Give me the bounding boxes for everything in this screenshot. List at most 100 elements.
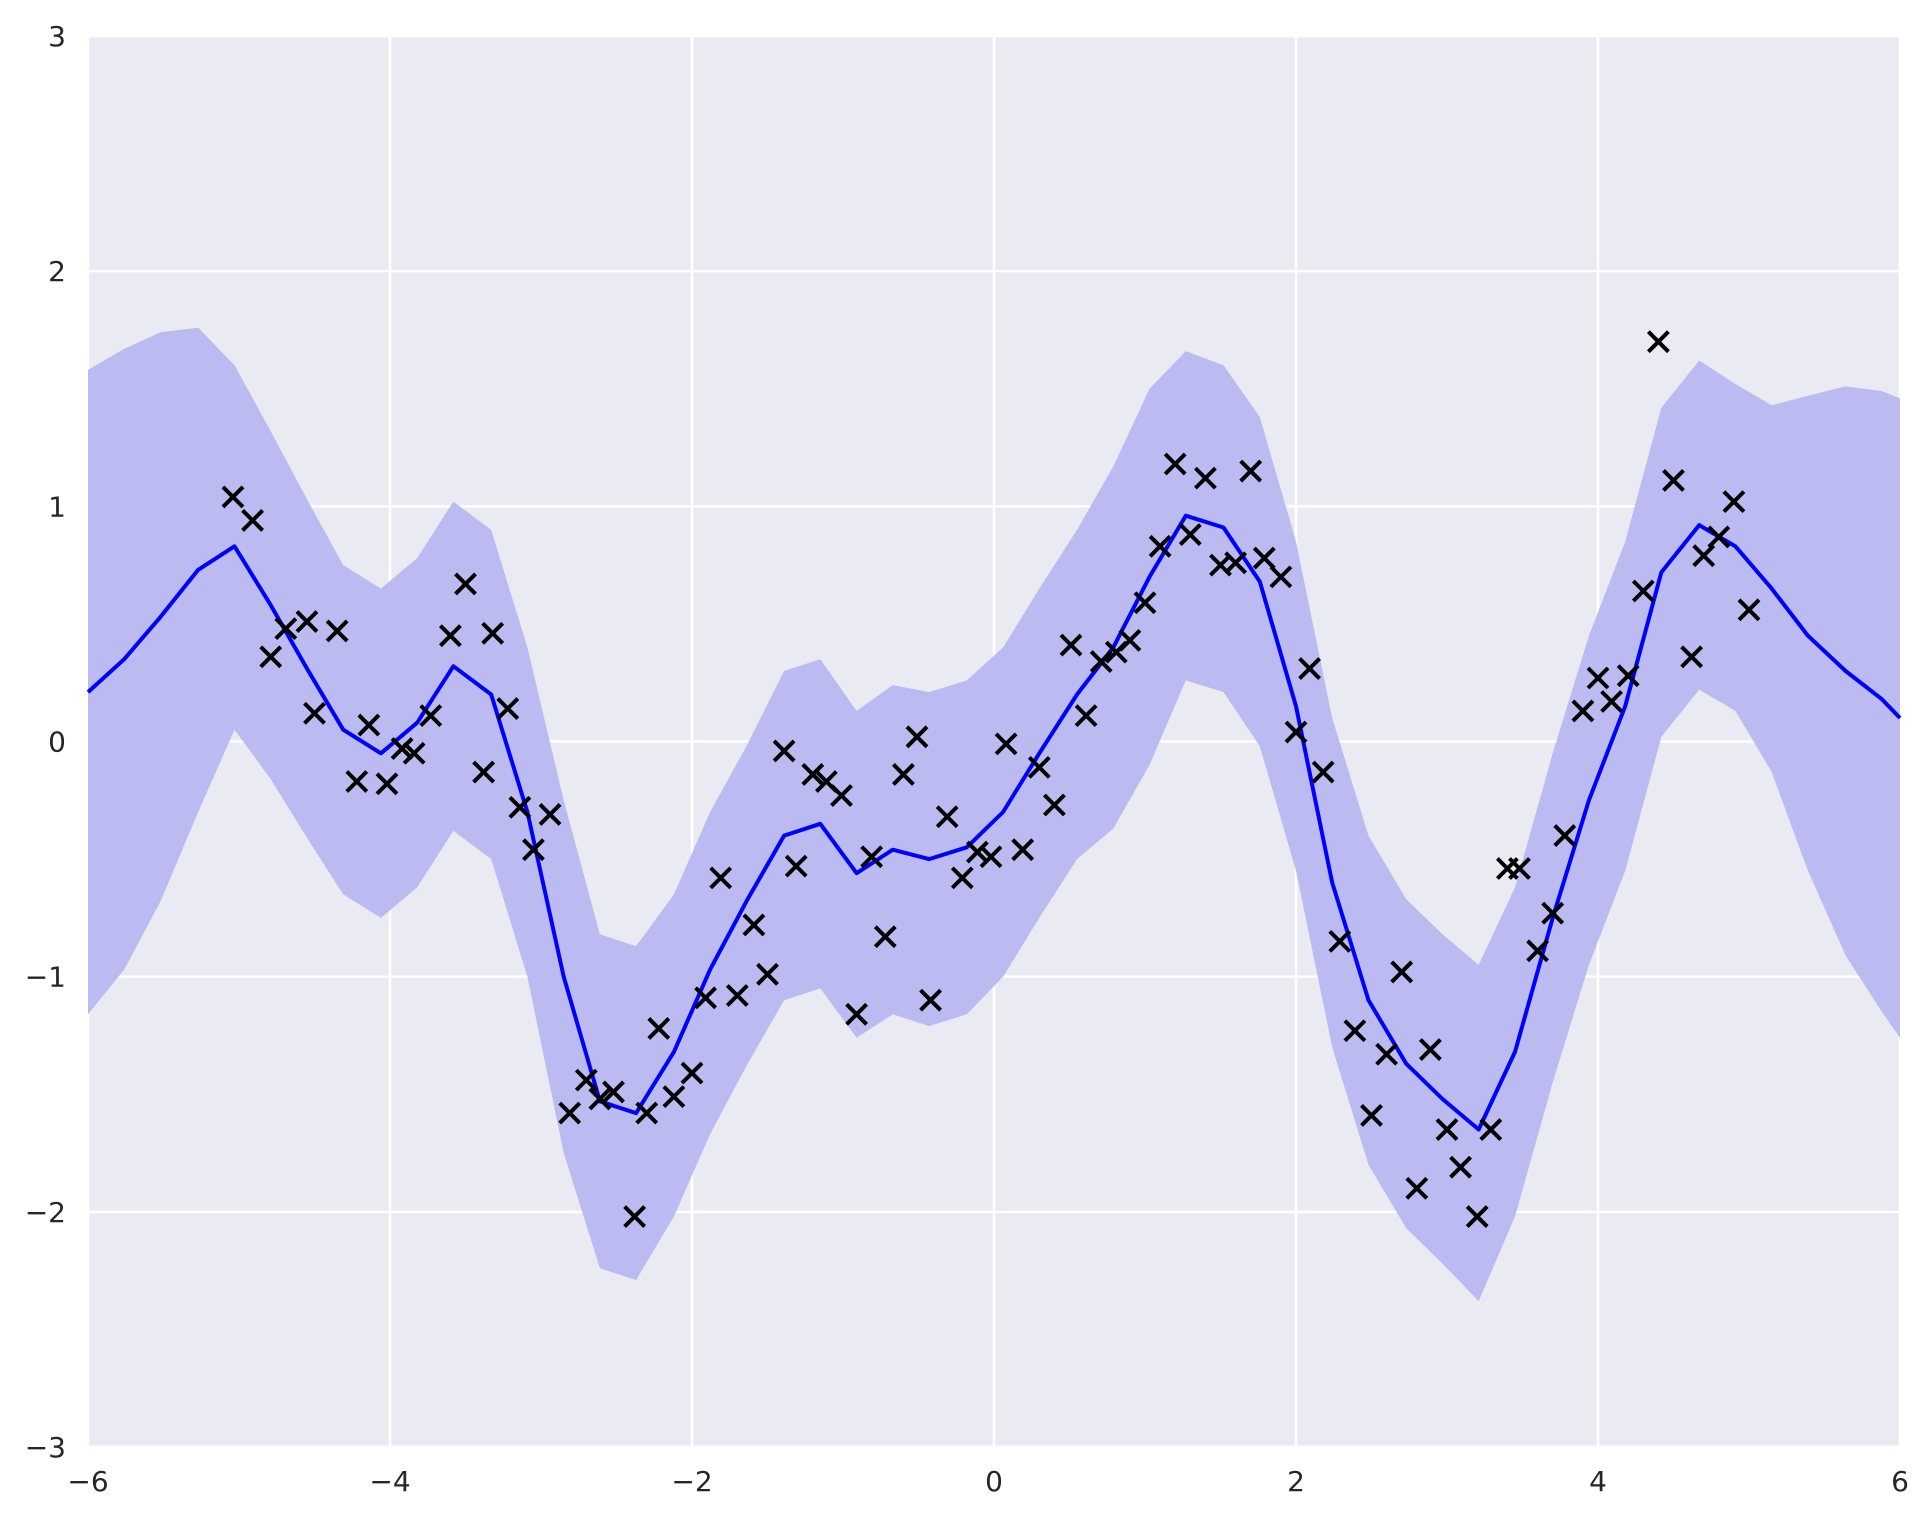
observation-marker (1646, 330, 1670, 354)
observation-marker (1571, 699, 1595, 723)
observation-marker (1089, 650, 1113, 673)
observation-marker (1465, 1205, 1489, 1228)
observation-marker (1027, 755, 1051, 779)
x-tick-label: −2 (671, 1465, 712, 1498)
observation-marker (454, 572, 477, 596)
observation-marker (709, 866, 733, 890)
y-tick-label: −3 (25, 1431, 66, 1464)
observation-marker (1631, 579, 1655, 603)
observation-marker (772, 739, 796, 763)
observation-marker (1328, 929, 1352, 953)
observation-marker (1193, 466, 1217, 490)
x-tick-label: 2 (1287, 1465, 1305, 1498)
observation-marker (635, 1101, 659, 1125)
observation-marker (1541, 901, 1565, 925)
observation-marker (274, 617, 298, 641)
observation-marker (905, 725, 929, 749)
observation-marker (1479, 1118, 1503, 1141)
observation-marker (574, 1068, 598, 1092)
observation-marker (1600, 690, 1624, 713)
observation-marker (345, 770, 369, 793)
observation-marker (1224, 551, 1248, 575)
observation-marker (935, 805, 959, 829)
observation-marker (1178, 523, 1202, 546)
observation-marker (1163, 452, 1187, 476)
observation-marker (965, 840, 989, 864)
observation-marker (303, 701, 326, 725)
observation-marker (375, 772, 399, 796)
observation-marker (1133, 591, 1157, 615)
observation-marker (295, 610, 319, 633)
observation-marker (891, 763, 915, 786)
observation-marker (558, 1101, 582, 1125)
observation-marker (1692, 544, 1716, 568)
x-tick-label: 4 (1589, 1465, 1607, 1498)
observation-marker (1252, 546, 1276, 570)
observation-marker (873, 925, 897, 949)
y-tick-label: −1 (25, 961, 66, 994)
y-tick-label: 2 (48, 255, 66, 288)
observation-marker (588, 1087, 612, 1111)
mean-line (86, 513, 1902, 1132)
y-tick-label: 3 (48, 20, 66, 53)
observation-marker (357, 713, 381, 737)
observation-marker (402, 741, 426, 765)
observation-marker (1343, 1019, 1367, 1043)
observation-marker (1707, 525, 1731, 549)
observation-marker (1586, 666, 1610, 690)
observation-marker (1011, 838, 1035, 862)
observation-marker (538, 802, 562, 826)
observation-marker (694, 986, 718, 1010)
observation-marker (481, 621, 505, 645)
observation-marker (1375, 1042, 1399, 1066)
observation-marker (1311, 760, 1335, 784)
x-tick-label: 0 (985, 1465, 1003, 1498)
y-tick-label: −2 (25, 1196, 66, 1229)
observation-marker (1553, 824, 1577, 847)
observation-marker (508, 795, 532, 819)
observation-marker (259, 645, 283, 669)
observation-marker (784, 854, 808, 878)
observation-marker (1360, 1104, 1383, 1127)
observation-marker (647, 1016, 671, 1040)
observation-marker (725, 984, 749, 1007)
observation-marker (662, 1085, 686, 1109)
observation-marker (1722, 490, 1746, 514)
observation-marker (680, 1061, 704, 1085)
observation-marker (602, 1080, 625, 1104)
observation-marker (1298, 657, 1322, 681)
observation-marker (1269, 565, 1293, 589)
observation-marker (1680, 645, 1704, 669)
observation-marker (1435, 1118, 1459, 1141)
observation-marker (1118, 628, 1142, 652)
observation-marker (1239, 459, 1263, 483)
observation-marker (472, 760, 496, 784)
confidence-band-layer (88, 327, 1900, 1302)
observation-marker (742, 913, 766, 937)
y-tick-labels: −3 −2 −1 0 1 2 3 (25, 20, 66, 1464)
observation-marker (496, 697, 520, 720)
y-tick-label: 0 (48, 726, 66, 759)
observation-marker (1418, 1038, 1442, 1061)
observation-marker (390, 737, 414, 760)
observation-marker (1508, 857, 1531, 880)
mean-line-layer (86, 513, 1902, 1132)
x-tick-label: 6 (1891, 1465, 1909, 1498)
observation-marker (919, 988, 942, 1012)
observation-marker (860, 845, 884, 869)
observation-marker (1284, 720, 1308, 744)
observation-marker (1616, 664, 1640, 688)
observation-marker (1662, 469, 1685, 492)
observation-marker (1405, 1176, 1429, 1200)
observation-marker (1737, 598, 1761, 622)
observation-marker (221, 485, 245, 509)
observation-marker (1148, 534, 1172, 558)
observation-marker (325, 619, 349, 643)
confidence-band (88, 327, 1900, 1302)
observation-markers (221, 330, 1761, 1228)
x-tick-labels: −6 −4 −2 0 2 4 6 (67, 1465, 1909, 1498)
x-tick-label: −6 (67, 1465, 108, 1498)
observation-marker (994, 732, 1018, 756)
observation-marker (438, 624, 462, 648)
observation-marker (1059, 633, 1083, 657)
